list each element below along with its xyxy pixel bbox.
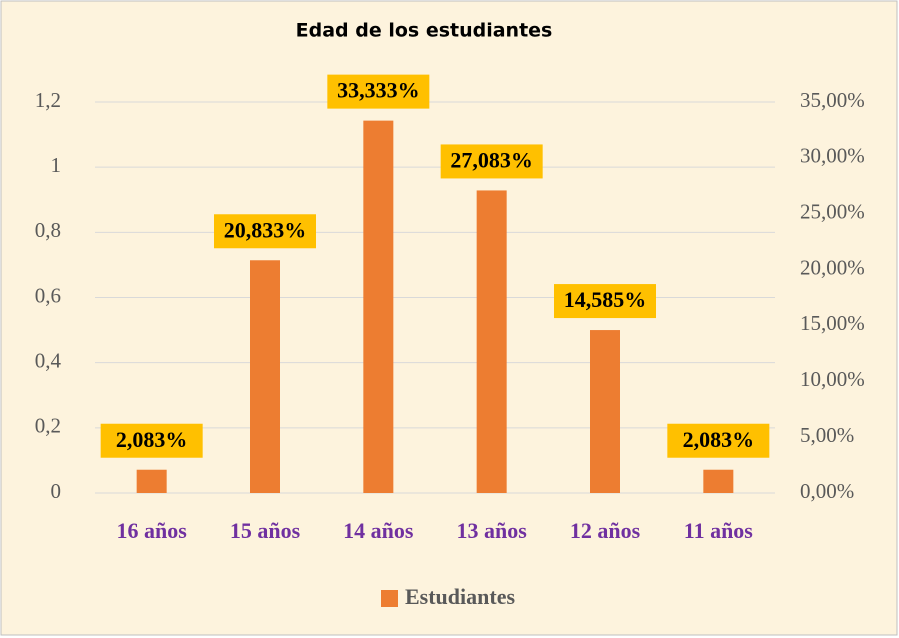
y2-tick-label: 5,00%	[800, 423, 854, 447]
data-label: 27,083%	[450, 147, 533, 172]
bar	[703, 469, 734, 493]
legend-label: Estudiantes	[405, 584, 515, 609]
chart-title: Edad de los estudiantes	[296, 20, 553, 42]
y2-tick-label: 20,00%	[800, 255, 865, 279]
y-tick-label: 0,2	[35, 414, 61, 438]
x-tick-label: 11 años	[684, 518, 754, 543]
data-label: 33,333%	[337, 78, 420, 103]
data-label-box	[100, 423, 203, 458]
bar	[476, 190, 507, 493]
data-label: 14,585%	[564, 287, 647, 312]
data-label-box	[554, 284, 656, 319]
data-label: 2,083%	[116, 427, 188, 452]
y-tick-label: 0,8	[35, 218, 61, 242]
data-label-box	[440, 144, 543, 179]
y-tick-label: 0,6	[35, 283, 61, 307]
bar	[250, 260, 280, 493]
y-tick-label: 1,2	[35, 88, 61, 112]
x-tick-label: 13 años	[457, 518, 528, 543]
data-label-box	[667, 423, 770, 458]
data-label: 20,833%	[224, 217, 307, 242]
y-tick-label: 1	[51, 153, 62, 177]
x-tick-label: 15 años	[230, 518, 301, 543]
x-tick-label: 14 años	[343, 518, 414, 543]
y-tick-label: 0	[51, 479, 62, 503]
y2-tick-label: 30,00%	[800, 144, 865, 168]
bar	[363, 120, 394, 493]
legend-swatch	[381, 590, 398, 607]
x-tick-label: 16 años	[117, 518, 188, 543]
y2-tick-label: 35,00%	[800, 88, 865, 112]
y2-tick-label: 15,00%	[800, 311, 865, 335]
y2-tick-label: 25,00%	[800, 200, 865, 224]
data-label: 2,083%	[683, 427, 755, 452]
y2-tick-label: 0,00%	[800, 479, 854, 503]
y2-tick-label: 10,00%	[800, 367, 865, 391]
bar	[590, 330, 620, 493]
y-tick-label: 0,4	[35, 348, 62, 372]
data-label-box	[214, 214, 316, 249]
x-tick-label: 12 años	[570, 518, 641, 543]
bar	[136, 469, 167, 493]
data-label-box	[327, 74, 430, 109]
